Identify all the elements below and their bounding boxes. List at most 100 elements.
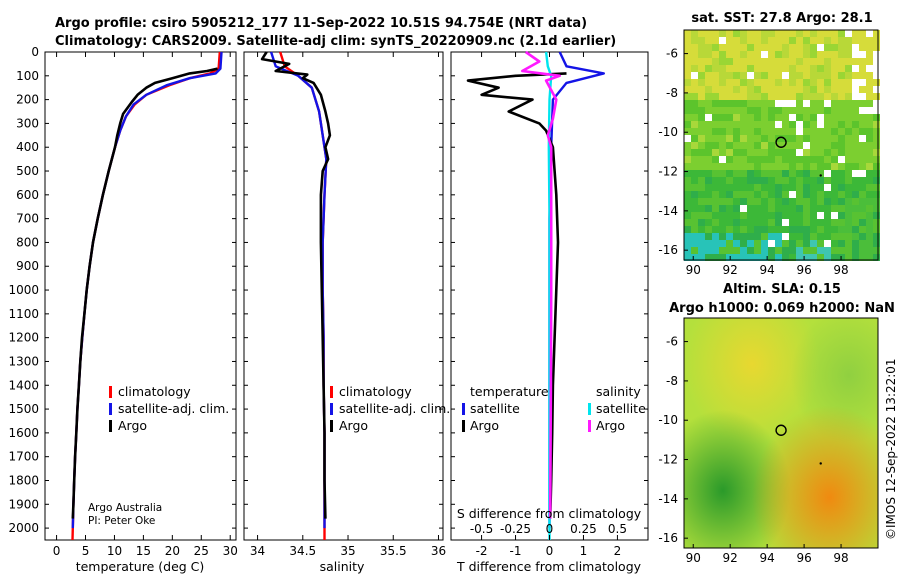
sst-cell xyxy=(684,128,691,135)
sst-cell xyxy=(726,30,733,37)
sst-cell xyxy=(831,184,838,191)
sst-cell xyxy=(740,156,747,163)
sst-cell xyxy=(817,107,824,114)
sst-cell xyxy=(747,191,754,198)
sst-cell xyxy=(705,212,712,219)
sst-cell xyxy=(698,205,705,212)
sst-cell xyxy=(719,142,726,149)
sst-cell xyxy=(768,254,775,261)
sst-cell xyxy=(698,58,705,65)
sst-cell xyxy=(866,163,873,170)
sst-cell xyxy=(754,240,761,247)
sst-cell xyxy=(754,142,761,149)
sal-legend-label-argo: Argo xyxy=(339,418,368,433)
sst-cell xyxy=(803,114,810,121)
sst-cell xyxy=(712,86,719,93)
sst-cell xyxy=(712,233,719,240)
sst-cell xyxy=(866,44,873,51)
sst-cell xyxy=(733,65,740,72)
sst-cell xyxy=(754,107,761,114)
figure-title-line2: Climatology: CARS2009. Satellite-adj cli… xyxy=(55,34,616,49)
sst-cell xyxy=(866,156,873,163)
sst-cell xyxy=(691,170,698,177)
sst-cell xyxy=(782,198,789,205)
sst-cell xyxy=(684,149,691,156)
sst-cell xyxy=(768,121,775,128)
sst-cell xyxy=(789,198,796,205)
sst-cell xyxy=(873,79,880,86)
sst-cell xyxy=(754,44,761,51)
sst-cell xyxy=(754,233,761,240)
sst-cell xyxy=(705,114,712,121)
sst-cell xyxy=(719,226,726,233)
sst-cell xyxy=(733,142,740,149)
sst-cell xyxy=(761,37,768,44)
sst-cell xyxy=(817,149,824,156)
sst-cell xyxy=(775,65,782,72)
sst-cell xyxy=(733,100,740,107)
sst-cell xyxy=(845,212,852,219)
sst-cell xyxy=(754,121,761,128)
sst-cell xyxy=(740,65,747,72)
sst-cell xyxy=(838,198,845,205)
sst-cell xyxy=(782,170,789,177)
sst-cell xyxy=(733,44,740,51)
sst-cell xyxy=(726,72,733,79)
sst-cell xyxy=(733,212,740,219)
sst-cell xyxy=(782,58,789,65)
sst-cell xyxy=(761,142,768,149)
sst-cell xyxy=(803,254,810,261)
sst-cell xyxy=(726,100,733,107)
sst-cell xyxy=(782,65,789,72)
sst-cell xyxy=(824,93,831,100)
sst-cell xyxy=(726,233,733,240)
sst-cell xyxy=(789,79,796,86)
sst-cell xyxy=(754,170,761,177)
sst-cell xyxy=(817,128,824,135)
sst-cell xyxy=(712,72,719,79)
sst-cell xyxy=(789,37,796,44)
sst-cell xyxy=(747,142,754,149)
sst-cell xyxy=(845,233,852,240)
sst-cell xyxy=(747,58,754,65)
sst-map-cells xyxy=(684,30,880,261)
sst-cell xyxy=(719,240,726,247)
sst-cell xyxy=(796,177,803,184)
sst-cell xyxy=(719,198,726,205)
sst-cell xyxy=(852,177,859,184)
sst-cell xyxy=(684,191,691,198)
sst-cell xyxy=(852,51,859,58)
sst-cell xyxy=(803,100,810,107)
sst-cell xyxy=(712,30,719,37)
sst-cell xyxy=(761,247,768,254)
sst-cell xyxy=(768,51,775,58)
xtick-top-label-3: 0.25 xyxy=(570,522,597,536)
sst-cell xyxy=(726,163,733,170)
sst-cell xyxy=(782,44,789,51)
salinity-curves xyxy=(260,51,332,540)
sst-cell xyxy=(824,233,831,240)
sst-cell xyxy=(873,177,880,184)
sst-cell xyxy=(733,149,740,156)
sst-cell xyxy=(705,163,712,170)
sst-cell xyxy=(824,205,831,212)
sst-cell xyxy=(873,149,880,156)
ytick-label-1: 100 xyxy=(16,69,39,83)
sst-cell xyxy=(838,177,845,184)
sst-cell xyxy=(817,254,824,261)
sst-cell xyxy=(859,51,866,58)
sst-cell xyxy=(768,93,775,100)
sst-cell xyxy=(817,184,824,191)
sst-map-ticks: 90 92 94 96 98 -6 -8 -10 -12 -14 -16 xyxy=(658,47,848,277)
sst-cell xyxy=(817,121,824,128)
sst-cell xyxy=(803,121,810,128)
sst-cell xyxy=(796,184,803,191)
sst-cell xyxy=(859,212,866,219)
sst-cell xyxy=(775,149,782,156)
sst-cell xyxy=(866,65,873,72)
sst-cell xyxy=(866,51,873,58)
sst-cell xyxy=(691,107,698,114)
sst-cell xyxy=(747,233,754,240)
sst-cell xyxy=(712,170,719,177)
sst-cell xyxy=(838,205,845,212)
